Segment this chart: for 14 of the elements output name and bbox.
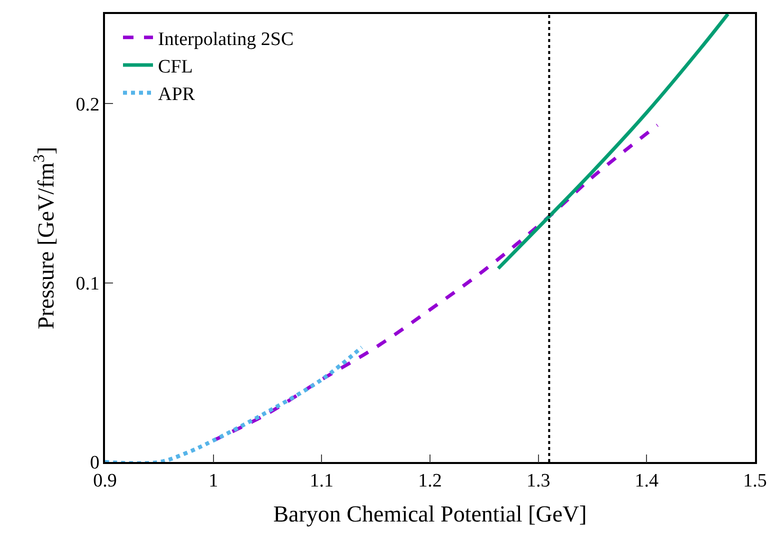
y-tick-label: 0.2: [76, 94, 100, 116]
x-tick-label: 1.5: [743, 470, 767, 492]
x-tick-label: 1.4: [634, 470, 660, 492]
line-series: [105, 345, 364, 462]
x-tick-label: 1.2: [418, 470, 442, 492]
x-tick-label: 1: [208, 470, 218, 492]
x-axis-title: Baryon Chemical Potential [GeV]: [273, 502, 587, 527]
legend-label: APR: [158, 84, 196, 106]
y-tick-label: 0.1: [76, 273, 100, 294]
legend-label: Interpolating 2SC: [158, 28, 294, 50]
x-tick-label: 1.3: [526, 470, 550, 492]
x-tick-label: 1.1: [310, 470, 334, 492]
legend-label: CFL: [158, 56, 193, 78]
line-series: [496, 14, 730, 270]
